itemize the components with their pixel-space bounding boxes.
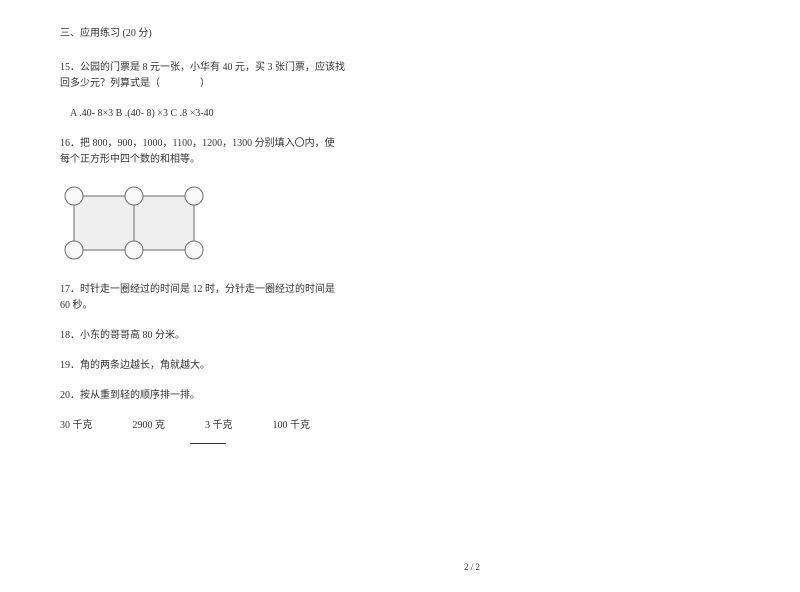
q20-num: 20． [60, 390, 80, 401]
q17-line1: 时针走一圈经过的时间是 12 时，分针走一圈经过的时间是 [80, 284, 335, 295]
q16-line1: 把 800，900，1000，1100，1200，1300 分别填入〇内，使 [80, 138, 335, 149]
q17-num: 17． [60, 284, 80, 295]
q16-num: 16． [60, 138, 80, 149]
question-18: 18．小东的哥哥高 80 分米。 [60, 328, 480, 344]
q15-num: 15． [60, 62, 80, 73]
q15-options: A .40- 8×3 B .(40- 8) ×3 C .8 ×3-40 [60, 106, 480, 122]
question-16: 16．把 800，900，1000，1100，1200，1300 分别填入〇内，… [60, 136, 480, 168]
page-number: 2 / 2 [464, 560, 480, 574]
q19-num: 19． [60, 360, 80, 371]
q20-item-2: 3 千克 [205, 418, 233, 434]
q20-text: 按从重到轻的顺序排一排。 [80, 390, 200, 401]
q15-line2: 回多少元？列算式是（ ） [60, 78, 210, 89]
q20-item-1: 2900 克 [133, 418, 166, 434]
q16-diagram [60, 182, 480, 264]
q20-item-3: 100 千克 [273, 418, 311, 434]
question-20: 20．按从重到轻的顺序排一排。 [60, 388, 480, 404]
q16-line2: 每个正方形中四个数的和相等。 [60, 154, 200, 165]
question-19: 19．角的两条边越长，角就越大。 [60, 358, 480, 374]
q19-text: 角的两条边越长，角就越大。 [80, 360, 210, 371]
q20-items: 30 千克 2900 克 3 千克 100 千克 [60, 418, 480, 434]
question-15: 15．公园的门票是 8 元一张，小华有 40 元，买 3 张门票，应该找 回多少… [60, 60, 480, 92]
q15-line1: 公园的门票是 8 元一张，小华有 40 元，买 3 张门票，应该找 [80, 62, 345, 73]
q20-answer-line [190, 443, 226, 444]
q18-text: 小东的哥哥高 80 分米。 [80, 330, 185, 341]
section-title: 三、应用练习 (20 分) [60, 26, 480, 42]
q20-item-0: 30 千克 [60, 418, 93, 434]
q17-line2: 60 秒。 [60, 300, 93, 311]
question-17: 17．时针走一圈经过的时间是 12 时，分针走一圈经过的时间是 60 秒。 [60, 282, 480, 314]
q18-num: 18． [60, 330, 80, 341]
